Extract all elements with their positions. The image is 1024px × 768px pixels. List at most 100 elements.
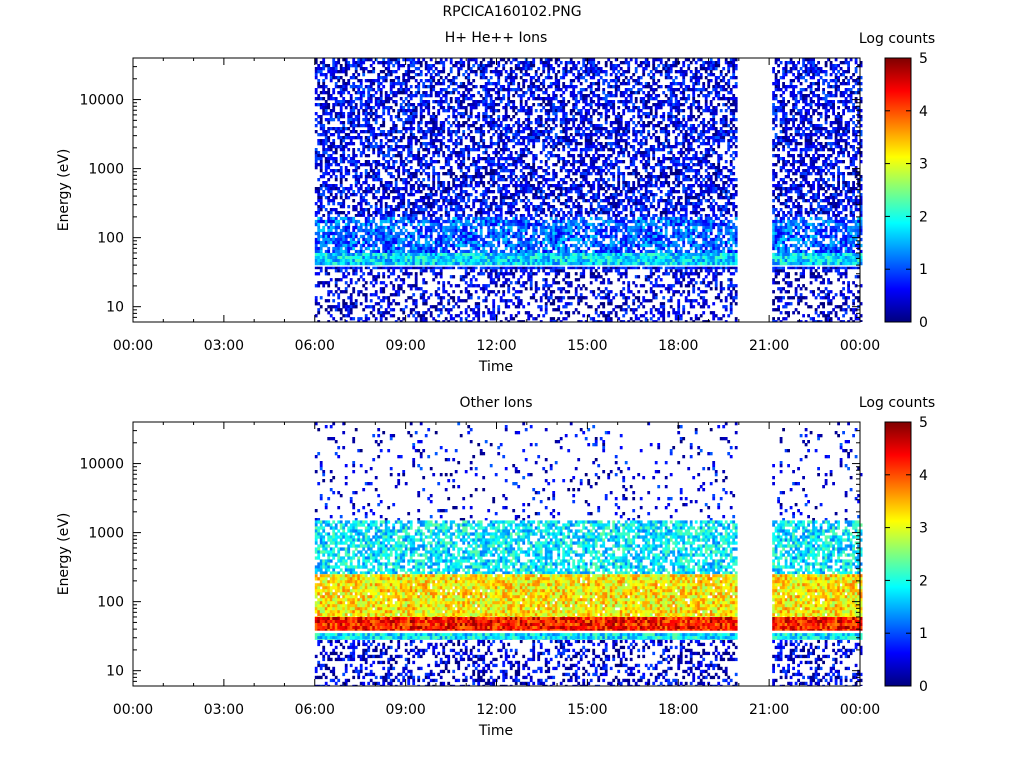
spectrogram-cell xyxy=(344,281,348,285)
spectrogram-cell xyxy=(514,88,518,92)
spectrogram-cell xyxy=(492,222,496,227)
spectrogram-cell xyxy=(392,154,396,158)
spectrogram-cell xyxy=(452,142,456,146)
spectrogram-cell xyxy=(389,115,393,119)
spectrogram-cell xyxy=(367,118,371,122)
spectrogram-cell xyxy=(327,199,331,203)
spectrogram-cell xyxy=(499,211,503,215)
spectrogram-cell xyxy=(379,259,383,263)
spectrogram-cell xyxy=(364,246,368,251)
spectrogram-cell xyxy=(369,214,373,217)
spectrogram-cell xyxy=(347,103,351,107)
spectrogram-cell xyxy=(412,184,416,188)
spectrogram-cell xyxy=(544,228,548,233)
spectrogram-cell xyxy=(432,184,436,188)
spectrogram-cell xyxy=(502,145,506,149)
spectrogram-cell xyxy=(394,320,398,322)
spectrogram-cell xyxy=(379,148,383,152)
spectrogram-cell xyxy=(349,308,353,312)
spectrogram-cell xyxy=(367,211,371,215)
spectrogram-cell xyxy=(502,94,506,98)
spectrogram-cell xyxy=(522,262,526,266)
spectrogram-cell xyxy=(397,253,401,257)
spectrogram-cell xyxy=(354,193,358,197)
spectrogram-cell xyxy=(499,130,503,134)
spectrogram-cell xyxy=(484,190,488,194)
spectrogram-cell xyxy=(524,118,528,122)
spectrogram-cell xyxy=(429,243,433,248)
spectrogram-cell xyxy=(497,145,501,149)
spectrogram-cell xyxy=(354,166,358,170)
spectrogram-cell xyxy=(544,145,548,149)
spectrogram-cell xyxy=(412,284,416,288)
spectrogram-cell xyxy=(449,196,453,200)
spectrogram-cell xyxy=(439,308,443,312)
spectrogram-cell xyxy=(367,172,371,176)
spectrogram-cell xyxy=(322,237,326,242)
spectrogram-cell xyxy=(447,219,451,224)
spectrogram-cell xyxy=(327,253,331,257)
spectrogram-cell xyxy=(482,145,486,149)
spectrogram-cell xyxy=(537,222,541,227)
spectrogram-cell xyxy=(339,181,343,185)
spectrogram-cell xyxy=(517,184,521,188)
spectrogram-cell xyxy=(402,91,406,95)
spectrogram-cell xyxy=(497,222,501,227)
spectrogram-cell xyxy=(439,145,443,149)
spectrogram-cell xyxy=(369,281,373,285)
spectrogram-cell xyxy=(427,112,431,116)
spectrogram-cell xyxy=(484,91,488,95)
spectrogram-cell xyxy=(522,216,526,221)
spectrogram-cell xyxy=(322,139,326,143)
spectrogram-cell xyxy=(452,88,456,92)
spectrogram-cell xyxy=(404,234,408,239)
spectrogram-cell xyxy=(402,272,406,276)
spectrogram-cell xyxy=(422,234,426,239)
spectrogram-cell xyxy=(532,145,536,149)
spectrogram-cell xyxy=(497,160,501,164)
spectrogram-cell xyxy=(509,281,513,285)
spectrogram-cell xyxy=(419,211,423,215)
spectrogram-cell xyxy=(454,219,458,224)
spectrogram-cell xyxy=(542,225,546,230)
spectrogram-cell xyxy=(554,73,558,77)
spectrogram-cell xyxy=(494,253,498,257)
spectrogram-cell xyxy=(457,299,461,303)
spectrogram-cell xyxy=(419,109,423,113)
spectrogram-cell xyxy=(362,190,366,194)
spectrogram-cell xyxy=(359,243,363,248)
spectrogram-cell xyxy=(544,127,548,131)
spectrogram-cell xyxy=(352,272,356,276)
spectrogram-cell xyxy=(554,88,558,92)
spectrogram-cell xyxy=(367,259,371,263)
spectrogram-cell xyxy=(327,219,331,224)
spectrogram-cell xyxy=(439,106,443,110)
spectrogram-cell xyxy=(529,243,533,248)
spectrogram-cell xyxy=(529,314,533,318)
spectrogram-cell xyxy=(329,76,333,80)
spectrogram-cell xyxy=(532,154,536,158)
spectrogram-cell xyxy=(457,234,461,239)
spectrogram-cell xyxy=(332,76,336,80)
spectrogram-cell xyxy=(467,157,471,161)
spectrogram-cell xyxy=(342,219,346,224)
spectrogram-cell xyxy=(512,196,516,200)
spectrogram-cell xyxy=(444,109,448,113)
spectrogram-cell xyxy=(329,145,333,149)
spectrogram-cell xyxy=(494,172,498,176)
spectrogram-cell xyxy=(489,127,493,131)
spectrogram-cell xyxy=(344,308,348,312)
spectrogram-cell xyxy=(317,199,321,203)
spectrogram-cell xyxy=(379,208,383,212)
spectrogram-cell xyxy=(514,214,518,217)
spectrogram-cell xyxy=(324,118,328,122)
spectrogram-cell xyxy=(482,219,486,224)
spectrogram-cell xyxy=(432,100,436,104)
spectrogram-cell xyxy=(519,187,523,191)
spectrogram-cell xyxy=(547,296,551,300)
spectrogram-cell xyxy=(524,103,528,107)
spectrogram-cell xyxy=(547,133,551,137)
spectrogram-cell xyxy=(422,266,426,270)
spectrogram-cell xyxy=(322,214,326,217)
spectrogram-cell xyxy=(357,225,361,230)
